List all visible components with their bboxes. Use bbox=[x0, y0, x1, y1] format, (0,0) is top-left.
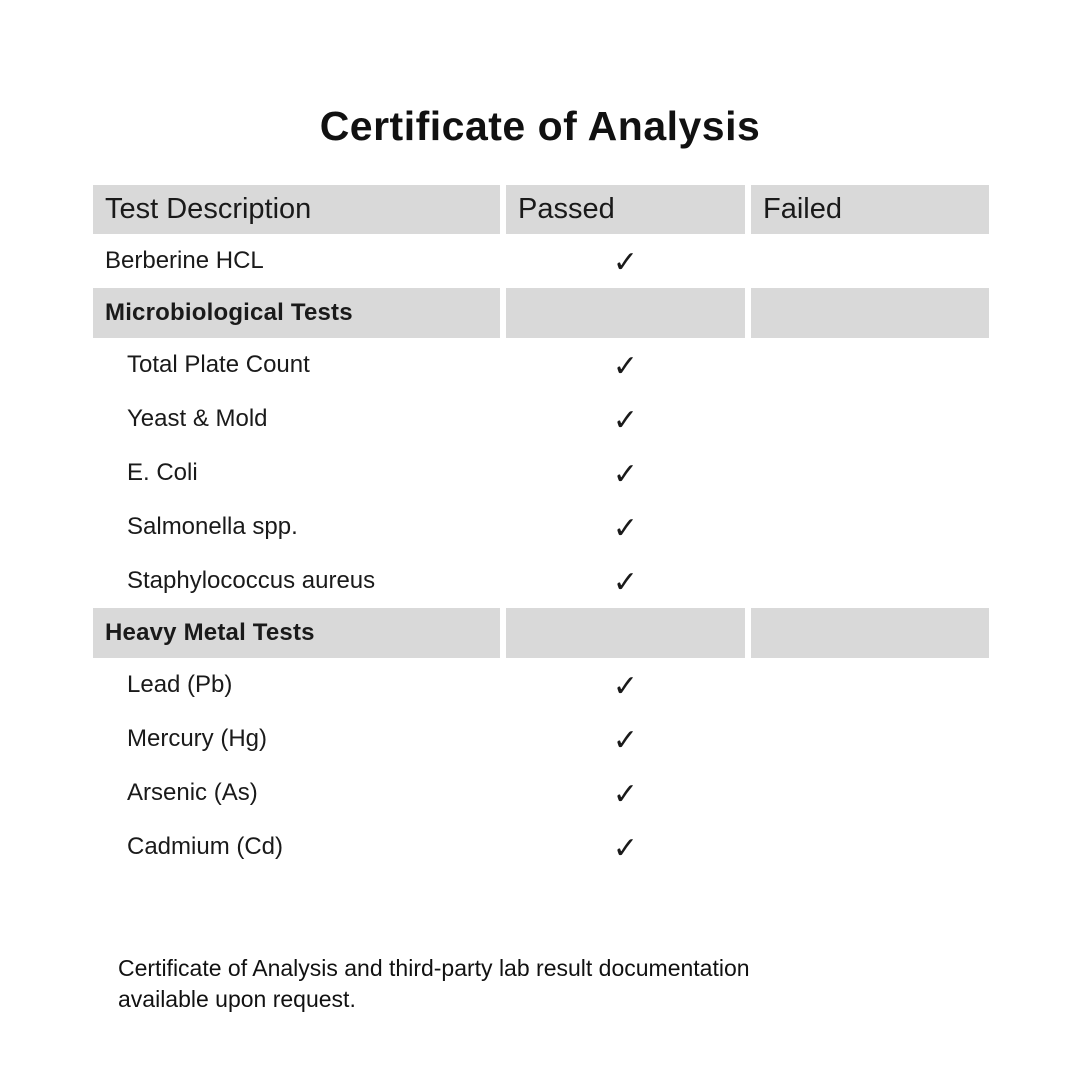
passed-cell: ✓ bbox=[506, 554, 745, 608]
passed-cell: ✓ bbox=[506, 392, 745, 446]
failed-cell bbox=[751, 554, 989, 608]
passed-cell: ✓ bbox=[506, 500, 745, 554]
failed-cell bbox=[751, 338, 989, 392]
test-label: Lead (Pb) bbox=[127, 671, 233, 698]
failed-cell bbox=[751, 658, 989, 712]
test-row: Berberine HCL ✓ bbox=[93, 234, 989, 288]
column-header-failed: Failed bbox=[751, 185, 989, 234]
check-icon: ✓ bbox=[612, 404, 639, 437]
passed-cell bbox=[506, 288, 745, 338]
passed-cell bbox=[506, 608, 745, 658]
test-label: Arsenic (As) bbox=[127, 779, 258, 806]
check-icon: ✓ bbox=[612, 458, 639, 491]
test-label: Salmonella spp. bbox=[127, 513, 298, 540]
check-icon: ✓ bbox=[612, 778, 639, 811]
test-row: Mercury (Hg) ✓ bbox=[93, 712, 989, 766]
check-icon: ✓ bbox=[612, 670, 639, 703]
section-label: Microbiological Tests bbox=[93, 288, 500, 338]
column-header-passed: Passed bbox=[506, 185, 745, 234]
test-label: Staphylococcus aureus bbox=[127, 567, 376, 594]
coa-table: Test Description Passed Failed Berberine… bbox=[93, 185, 989, 874]
check-icon: ✓ bbox=[612, 832, 639, 865]
failed-cell bbox=[751, 608, 989, 658]
passed-cell: ✓ bbox=[506, 766, 745, 820]
check-icon: ✓ bbox=[612, 566, 639, 599]
failed-cell bbox=[751, 712, 989, 766]
passed-cell: ✓ bbox=[506, 338, 745, 392]
test-row: Salmonella spp. ✓ bbox=[93, 500, 989, 554]
check-icon: ✓ bbox=[612, 724, 639, 757]
check-icon: ✓ bbox=[612, 350, 639, 383]
failed-cell bbox=[751, 234, 989, 288]
test-row: E. Coli ✓ bbox=[93, 446, 989, 500]
test-row: Cadmium (Cd) ✓ bbox=[93, 820, 989, 874]
table-body: Berberine HCL ✓ Microbiological Tests Total… bbox=[93, 234, 989, 874]
passed-cell: ✓ bbox=[506, 446, 745, 500]
test-label: Cadmium (Cd) bbox=[127, 833, 284, 860]
check-icon: ✓ bbox=[612, 246, 639, 279]
test-label: Yeast & Mold bbox=[127, 405, 268, 432]
passed-cell: ✓ bbox=[506, 658, 745, 712]
test-row: Total Plate Count ✓ bbox=[93, 338, 989, 392]
table-header-row: Test Description Passed Failed bbox=[93, 185, 989, 234]
test-label: Total Plate Count bbox=[127, 351, 310, 378]
check-icon: ✓ bbox=[612, 512, 639, 545]
test-row: Staphylococcus aureus ✓ bbox=[93, 554, 989, 608]
failed-cell bbox=[751, 392, 989, 446]
page-title: Certificate of Analysis bbox=[319, 103, 761, 149]
passed-cell: ✓ bbox=[506, 712, 745, 766]
test-row: Arsenic (As) ✓ bbox=[93, 766, 989, 820]
failed-cell bbox=[751, 766, 989, 820]
test-row: Yeast & Mold ✓ bbox=[93, 392, 989, 446]
section-row: Microbiological Tests bbox=[93, 288, 989, 338]
test-label: Mercury (Hg) bbox=[127, 725, 268, 752]
failed-cell bbox=[751, 820, 989, 874]
footer-note: Certificate of Analysis and third-party … bbox=[118, 955, 750, 1012]
section-label: Heavy Metal Tests bbox=[93, 608, 500, 658]
test-row: Lead (Pb) ✓ bbox=[93, 658, 989, 712]
column-header-test-description: Test Description bbox=[93, 185, 500, 234]
section-row: Heavy Metal Tests bbox=[93, 608, 989, 658]
failed-cell bbox=[751, 288, 989, 338]
passed-cell: ✓ bbox=[506, 820, 745, 874]
failed-cell bbox=[751, 446, 989, 500]
test-label: Berberine HCL bbox=[105, 247, 264, 274]
failed-cell bbox=[751, 500, 989, 554]
passed-cell: ✓ bbox=[506, 234, 745, 288]
test-label: E. Coli bbox=[127, 459, 198, 486]
